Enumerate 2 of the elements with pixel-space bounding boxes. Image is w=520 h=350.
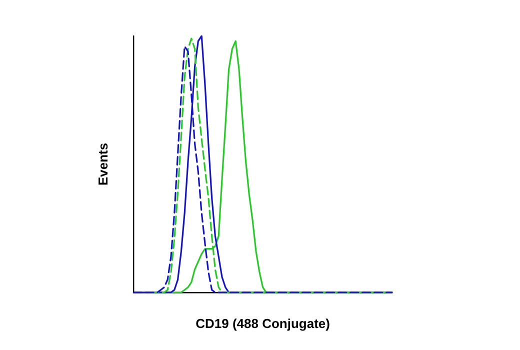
y-axis-title: Events bbox=[95, 142, 110, 186]
x-axis-title: CD19 (488 Conjugate) bbox=[196, 316, 330, 331]
